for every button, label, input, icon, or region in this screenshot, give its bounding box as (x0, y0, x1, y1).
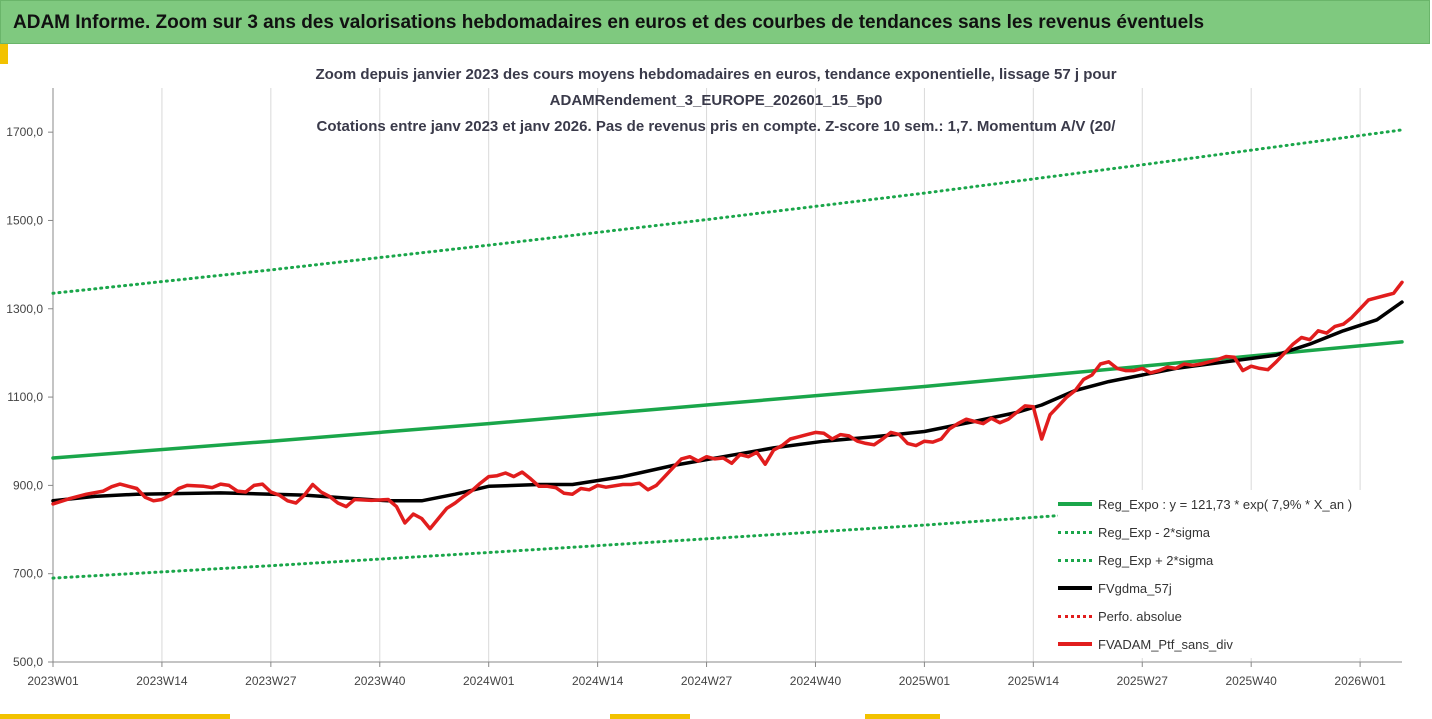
x-tick-label: 2024W01 (463, 674, 515, 688)
x-tick-label: 2024W40 (790, 674, 842, 688)
legend-swatch (1058, 614, 1092, 618)
chart-title-line-1: Zoom depuis janvier 2023 des cours moyen… (315, 66, 1117, 83)
legend-swatch (1058, 502, 1092, 506)
x-tick-label: 2023W27 (245, 674, 297, 688)
series-line-fvadam-ptf-sans-div (51, 280, 1404, 531)
tick-labels: 2023W01 2023W14 2023W27 2023W40 2024W01 2024W… (6, 125, 1386, 688)
y-tick-label: 500,0 (13, 655, 43, 669)
x-tick-label: 2023W14 (136, 674, 188, 688)
legend-swatch (1058, 558, 1092, 562)
legend-item: Reg_Expo : y = 121,73 * exp( 7,9% * X_an… (1058, 490, 1388, 518)
legend-item: Perfo. absolue (1058, 602, 1388, 630)
legend-item: FVgdma_57j (1058, 574, 1388, 602)
x-tick-label: 2025W01 (899, 674, 951, 688)
chart-title-line-2: ADAMRendement_3_EUROPE_202601_15_5p0 (549, 92, 883, 109)
x-tick-label: 2023W40 (354, 674, 406, 688)
accent-bar-bottom-1 (0, 714, 230, 719)
x-tick-label: 2023W01 (27, 674, 79, 688)
x-tick-label: 2025W40 (1225, 674, 1277, 688)
legend-label: FVgdma_57j (1098, 580, 1172, 596)
accent-bar-bottom-2 (610, 714, 690, 719)
accent-bar-bottom-3 (865, 714, 940, 719)
legend-item: FVADAM_Ptf_sans_div (1058, 630, 1388, 658)
x-tick-label: 2025W14 (1008, 674, 1060, 688)
series-line-fvgdma-57j (51, 300, 1404, 503)
y-tick-label: 1300,0 (6, 302, 43, 316)
x-tick-label: 2024W14 (572, 674, 624, 688)
y-tick-label: 900,0 (13, 478, 43, 492)
x-tick-label: 2024W27 (681, 674, 733, 688)
x-tick-label: 2026W01 (1334, 674, 1386, 688)
legend-label: Reg_Exp + 2*sigma (1098, 552, 1214, 568)
legend-swatch (1058, 586, 1092, 590)
legend-swatch (1058, 642, 1092, 646)
legend-item: Reg_Exp + 2*sigma (1058, 546, 1388, 574)
legend-label: Perfo. absolue (1098, 608, 1182, 624)
series-line-reg-exp-2-sigma (51, 128, 1404, 295)
legend-label: Reg_Exp - 2*sigma (1098, 524, 1210, 540)
y-tick-label: 700,0 (13, 567, 43, 581)
y-tick-label: 1700,0 (6, 125, 43, 139)
accent-bar-left (0, 44, 8, 64)
legend-item: Reg_Exp - 2*sigma (1058, 518, 1388, 546)
series-line-reg-expo-y-121-73-exp-7-9-x-an (51, 340, 1404, 460)
chart-container: 2023W01 2023W14 2023W27 2023W40 2024W01 2024W… (0, 44, 1432, 719)
axes (48, 88, 1402, 667)
x-tick-label: 2025W27 (1117, 674, 1169, 688)
chart-title-line-3: Cotations entre janv 2023 et janv 2026. … (316, 118, 1116, 135)
y-tick-label: 1100,0 (7, 390, 43, 404)
legend-label: FVADAM_Ptf_sans_div (1098, 636, 1233, 652)
y-tick-label: 1500,0 (6, 213, 43, 227)
legend-label: Reg_Expo : y = 121,73 * exp( 7,9% * X_an… (1098, 496, 1353, 512)
legend-swatch (1058, 530, 1092, 534)
chart-legend: Reg_Expo : y = 121,73 * exp( 7,9% * X_an… (1058, 490, 1388, 658)
page-title: ADAM Informe. Zoom sur 3 ans des valoris… (0, 0, 1430, 44)
